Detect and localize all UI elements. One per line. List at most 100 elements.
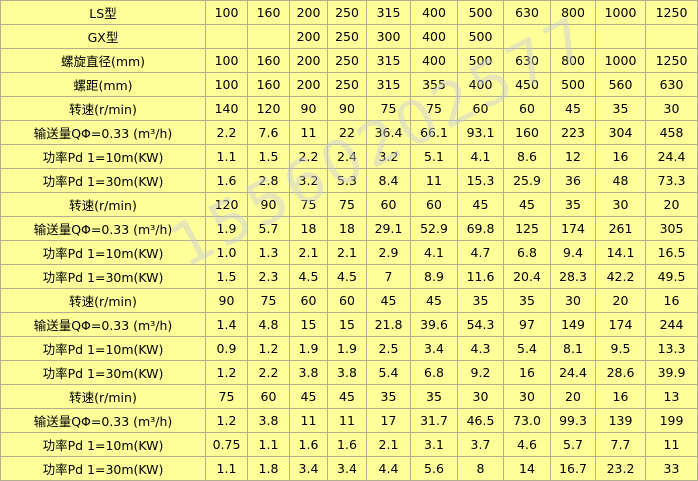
cell: 4.1	[410, 240, 458, 265]
row-label: 转速(r/min)	[0, 96, 206, 121]
cell	[595, 24, 646, 49]
cell: 160	[247, 72, 290, 97]
cell: 66.1	[410, 120, 458, 145]
cell: 35	[503, 288, 551, 313]
cell: 90	[327, 96, 367, 121]
cell: 1250	[645, 48, 698, 73]
row-label: 功率Pd 1=30m(KW)	[0, 360, 206, 385]
row-label: 功率Pd 1=10m(KW)	[0, 432, 206, 457]
cell: 8.1	[550, 336, 596, 361]
cell: 500	[550, 72, 596, 97]
cell: 4.6	[503, 432, 551, 457]
cell: 28.6	[595, 360, 646, 385]
cell: 31.7	[410, 408, 458, 433]
cell: 90	[205, 288, 248, 313]
cell: 16	[595, 144, 646, 169]
cell: 45	[503, 192, 551, 217]
cell: 90	[247, 192, 290, 217]
cell: 1.2	[205, 360, 248, 385]
cell: 39.9	[645, 360, 698, 385]
cell: 25.9	[503, 168, 551, 193]
cell: 15	[327, 312, 367, 337]
cell: 139	[595, 408, 646, 433]
cell: 45	[410, 288, 458, 313]
cell: 2.1	[366, 432, 411, 457]
cell: 35	[595, 96, 646, 121]
cell: 9.2	[457, 360, 504, 385]
cell: 3.1	[410, 432, 458, 457]
cell: 250	[327, 48, 367, 73]
cell: 7.6	[247, 120, 290, 145]
row-label: 输送量QΦ=0.33 (m³/h)	[0, 216, 206, 241]
row-label: 转速(r/min)	[0, 384, 206, 409]
cell: 97	[503, 312, 551, 337]
cell: 75	[327, 192, 367, 217]
cell	[645, 24, 698, 49]
cell: 7.7	[595, 432, 646, 457]
cell: 630	[645, 72, 698, 97]
cell: 23.2	[595, 456, 646, 481]
cell: 90	[289, 96, 328, 121]
cell: 6.8	[503, 240, 551, 265]
cell: 560	[595, 72, 646, 97]
cell: 60	[366, 192, 411, 217]
cell: 48	[595, 168, 646, 193]
cell	[503, 24, 551, 49]
cell: 305	[645, 216, 698, 241]
cell: 11	[289, 408, 328, 433]
cell: 9.4	[550, 240, 596, 265]
cell: 60	[503, 96, 551, 121]
cell: 304	[595, 120, 646, 145]
cell: 13.3	[645, 336, 698, 361]
cell: 1.2	[247, 336, 290, 361]
table-row: 螺旋直径(mm) 100 160 200 250 315 400 500 630 800 1000 1…	[0, 48, 698, 73]
table-row: 螺距(mm) 100 160 200 250 315 355 400 450 500 560 630	[0, 72, 698, 97]
cell: 3.2	[289, 168, 328, 193]
cell: 99.3	[550, 408, 596, 433]
cell: 13	[645, 384, 698, 409]
table-row: LS型 100 160 200 250 315 400 500 630 800 1000 1250	[0, 0, 698, 25]
cell: 1.6	[205, 168, 248, 193]
cell: 250	[327, 24, 367, 49]
cell: 30	[503, 384, 551, 409]
cell: 120	[247, 96, 290, 121]
row-label: 螺距(mm)	[0, 72, 206, 97]
cell: 100	[205, 0, 248, 25]
cell: 1.6	[327, 432, 367, 457]
cell: 4.7	[457, 240, 504, 265]
table-row: 功率Pd 1=10m(KW) 1.1 1.5 2.2 2.4 3.2 5.1 4.1 8.6 12…	[0, 144, 698, 169]
cell: 22	[327, 120, 367, 145]
table-row: 功率Pd 1=30m(KW) 1.1 1.8 3.4 3.4 4.4 5.6 8 14 16.7 2…	[0, 456, 698, 481]
cell: 20	[550, 384, 596, 409]
cell: 3.8	[327, 360, 367, 385]
cell: 200	[289, 24, 328, 49]
cell: 200	[289, 48, 328, 73]
cell: 14	[503, 456, 551, 481]
cell: 100	[205, 48, 248, 73]
cell: 0.9	[205, 336, 248, 361]
row-label: 功率Pd 1=30m(KW)	[0, 456, 206, 481]
cell: 11	[327, 408, 367, 433]
cell: 1.9	[327, 336, 367, 361]
row-label: 功率Pd 1=30m(KW)	[0, 264, 206, 289]
cell: 450	[503, 72, 551, 97]
cell: 33	[645, 456, 698, 481]
cell: 11	[289, 120, 328, 145]
cell: 800	[550, 48, 596, 73]
cell: 100	[205, 72, 248, 97]
cell: 16.5	[645, 240, 698, 265]
cell: 54.3	[457, 312, 504, 337]
cell: 49.5	[645, 264, 698, 289]
cell: 18	[289, 216, 328, 241]
cell: 16	[645, 288, 698, 313]
cell: 2.4	[327, 144, 367, 169]
cell: 261	[595, 216, 646, 241]
cell: 3.7	[457, 432, 504, 457]
cell: 500	[457, 48, 504, 73]
cell: 1.2	[205, 408, 248, 433]
cell: 2.5	[366, 336, 411, 361]
row-label: 输送量QΦ=0.33 (m³/h)	[0, 312, 206, 337]
cell: 244	[645, 312, 698, 337]
cell: 4.1	[457, 144, 504, 169]
